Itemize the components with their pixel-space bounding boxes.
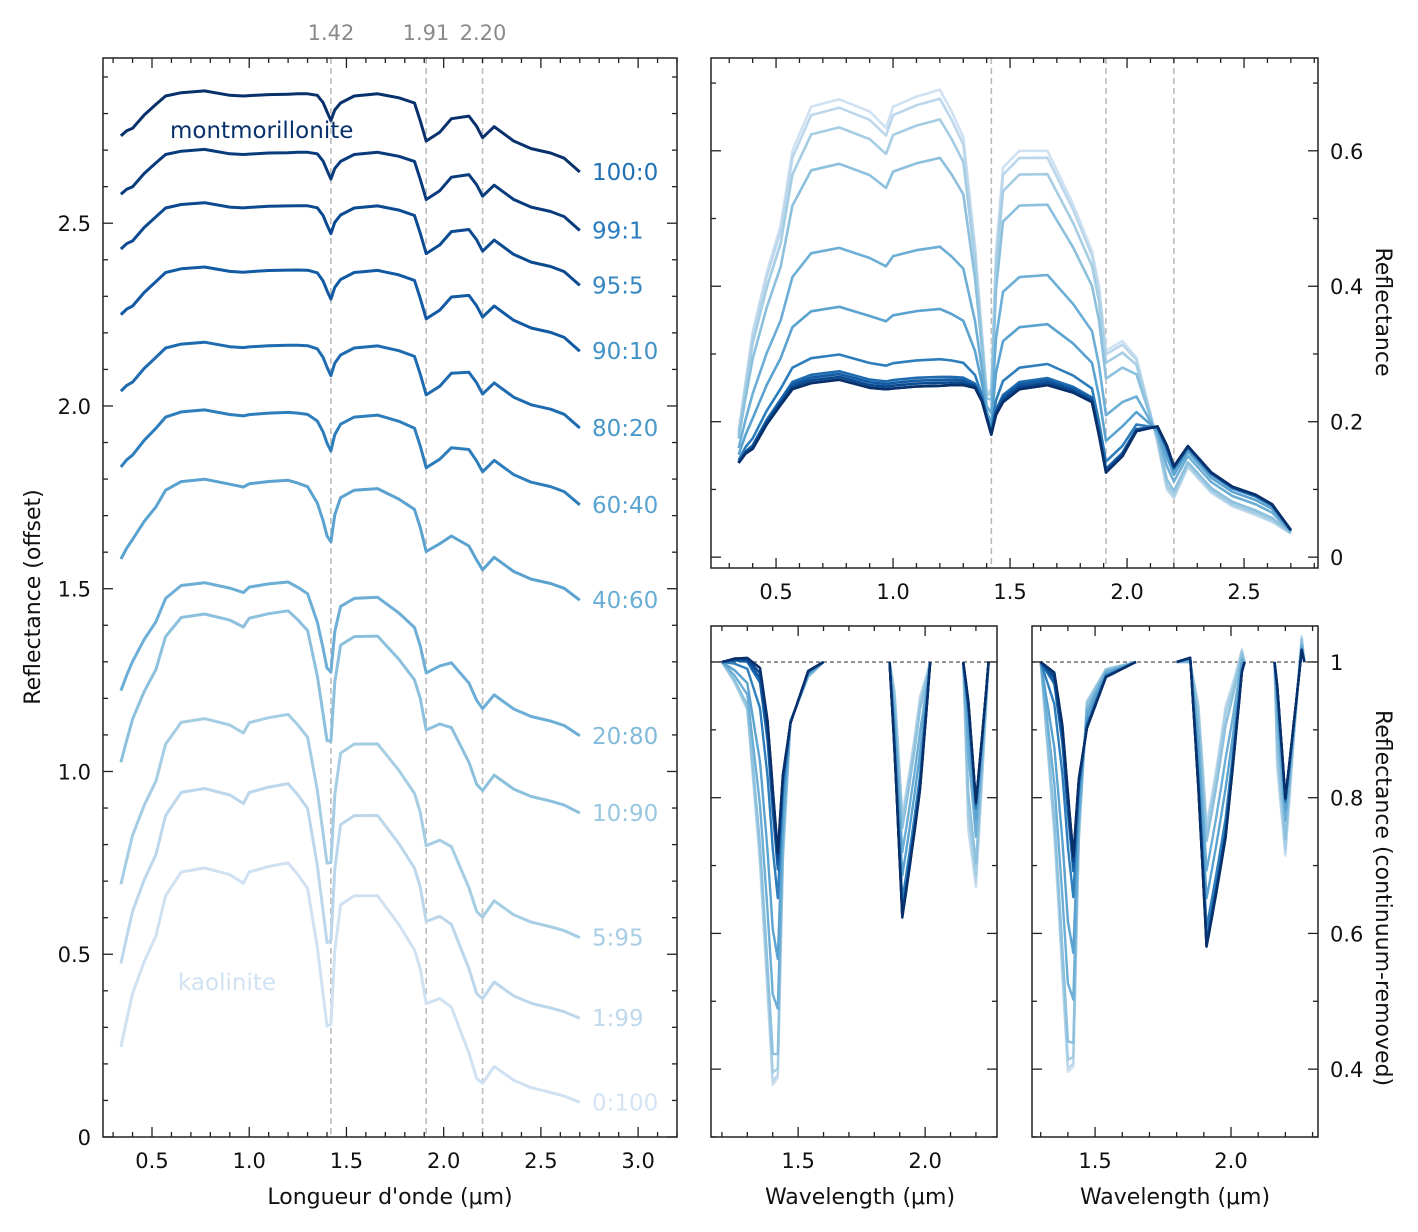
cr2-panel-xlabel: Wavelength (μm) — [1080, 1185, 1270, 1210]
x-tick-label: 2.5 — [524, 1149, 557, 1173]
cr-spectrum-100:0-1.3 — [1040, 660, 1137, 858]
annotation-kaolinite: kaolinite — [178, 970, 276, 996]
series-label-20:80: 20:80 — [592, 724, 658, 750]
offset-spectrum-20:80 — [119, 580, 581, 738]
x-tick-label: 2.0 — [427, 1149, 460, 1173]
offset-spectrum-1:99 — [119, 782, 581, 1020]
raw-spectrum-99:1 — [737, 378, 1292, 531]
y-tick-label: 1.5 — [58, 578, 91, 602]
series-label-99:1: 99:1 — [592, 219, 644, 245]
plot-area-offset — [119, 58, 581, 1137]
panel-offset: 100:0 99:1 95:5 90:10 80:20 60:40 40:60 20:80 10… — [58, 57, 678, 1173]
y-tick-label: 0.4 — [1330, 1058, 1363, 1082]
x-tick-label: 0.5 — [759, 580, 792, 604]
offset-spectrum-80:20 — [119, 340, 581, 430]
offset-spectrum-90:10 — [119, 265, 581, 353]
offset-spectrum-40:60 — [119, 477, 581, 602]
x-tick-label: 1.5 — [330, 1149, 363, 1173]
raw-spectrum-95:5 — [737, 375, 1292, 531]
panel-raw: 0.5 1.0 1.5 2.0 2.5 0 0.2 0.4 0.6 — [710, 57, 1363, 604]
y-tick-label: 0.6 — [1330, 140, 1363, 164]
y-tick-label: 1 — [1330, 651, 1343, 675]
raw-panel-ylabel: Reflectance — [1370, 247, 1395, 376]
x-tick-label: 1.5 — [781, 1149, 814, 1173]
x-tick-label: 1.5 — [1078, 1149, 1111, 1173]
offset-spectrum-0:100 — [119, 861, 581, 1104]
series-label-90:10: 90:10 — [592, 339, 658, 365]
x-tick-label: 2.0 — [908, 1149, 941, 1173]
series-label-1:99: 1:99 — [592, 1006, 644, 1032]
cr-spectrum-1:99-1.2 — [720, 661, 825, 1083]
series-label-40:60: 40:60 — [592, 588, 658, 614]
x-tick-label: 2.0 — [1110, 580, 1143, 604]
cr-spectrum-0:100-1.2 — [720, 661, 825, 1087]
x-tick-label: 0.5 — [135, 1149, 168, 1173]
offset-spectrum-5:95 — [119, 712, 581, 939]
y-tick-label: 0 — [1330, 546, 1343, 570]
offset-panel-xlabel: Longueur d'onde (μm) — [267, 1185, 512, 1210]
cr-spectrum-100:0-1.2 — [721, 656, 825, 855]
y-tick-label: 0.5 — [58, 943, 91, 967]
offset-spectrum-95:5 — [119, 201, 581, 287]
panel-cr1: 1.5 2.0 — [710, 625, 998, 1173]
raw-spectrum-90:10 — [737, 372, 1292, 531]
cr1-panel-xlabel: Wavelength (μm) — [765, 1185, 955, 1210]
y-tick-label: 0.6 — [1330, 922, 1363, 946]
x-tick-label: 2.5 — [1227, 580, 1260, 604]
raw-spectrum-80:20 — [737, 369, 1292, 531]
offset-spectrum-100:0 — [119, 89, 581, 174]
plot-area-cr1 — [711, 656, 997, 1087]
series-label-60:40: 60:40 — [592, 493, 658, 519]
cr-spectrum-60:40-1.8 — [1176, 657, 1246, 929]
cr-spectrum-100:0-2.16 — [1273, 648, 1306, 800]
x-tick-label: 1.0 — [876, 580, 909, 604]
axes-frame-cr2 — [1031, 625, 1319, 1138]
plot-area-cr2 — [1032, 635, 1318, 1074]
band-label-2.20: 2.20 — [460, 21, 507, 45]
y-tick-label: 2.0 — [58, 395, 91, 419]
cr-spectrum-40:60-1.8 — [1176, 658, 1246, 900]
offset-spectrum-99:1 — [119, 147, 581, 232]
annotation-montmorillonite: montmorillonite — [170, 118, 353, 144]
offset-spectrum-60:40 — [119, 408, 581, 506]
series-label-5:95: 5:95 — [592, 926, 644, 952]
x-tick-label: 2.0 — [1214, 1149, 1247, 1173]
panel-cr2: 1.5 2.0 0.4 0.6 0.8 1 — [1031, 625, 1363, 1173]
cr2-panel-ylabel: Reflectance (continuum-removed) — [1370, 710, 1395, 1086]
y-tick-label: 0 — [78, 1126, 91, 1150]
x-tick-label: 1.5 — [993, 580, 1026, 604]
y-tick-label: 2.5 — [58, 212, 91, 236]
series-label-0:100: 0:100 — [592, 1090, 658, 1116]
raw-spectrum-10:90 — [737, 156, 1292, 534]
chart-marks: 100:099:195:590:1080:2060:4040:6020:8010… — [58, 57, 1363, 1173]
y-tick-label: 1.0 — [58, 760, 91, 784]
band-label-1.42: 1.42 — [308, 21, 355, 45]
offset-panel-ylabel: Reflectance (offset) — [21, 489, 46, 704]
axes-frame-cr1 — [710, 625, 998, 1138]
cr-spectrum-100:0-1.86 — [888, 661, 932, 919]
series-label-100:0: 100:0 — [592, 160, 658, 186]
y-tick-label: 0.8 — [1330, 787, 1363, 811]
offset-spectrum-10:90 — [119, 609, 581, 815]
band-label-1.91: 1.91 — [403, 21, 450, 45]
x-tick-label: 1.0 — [233, 1149, 266, 1173]
x-tick-label: 3.0 — [621, 1149, 654, 1173]
axes-frame-offset — [102, 57, 678, 1138]
cr-spectrum-5:95-1.2 — [720, 661, 825, 1074]
series-label-95:5: 95:5 — [592, 273, 644, 299]
raw-spectrum-20:80 — [737, 245, 1292, 533]
cr-spectrum-100:0-2.15 — [962, 661, 990, 804]
axes-frame-raw — [710, 57, 1319, 569]
cr-spectrum-100:0-1.8 — [1176, 656, 1246, 948]
series-label-10:90: 10:90 — [592, 801, 658, 827]
y-tick-label: 0.4 — [1330, 275, 1363, 299]
y-tick-label: 0.2 — [1330, 411, 1363, 435]
plot-area-raw — [737, 58, 1292, 568]
series-label-80:20: 80:20 — [592, 416, 658, 442]
raw-spectrum-40:60 — [737, 305, 1292, 532]
raw-spectrum-100:0 — [737, 378, 1292, 531]
